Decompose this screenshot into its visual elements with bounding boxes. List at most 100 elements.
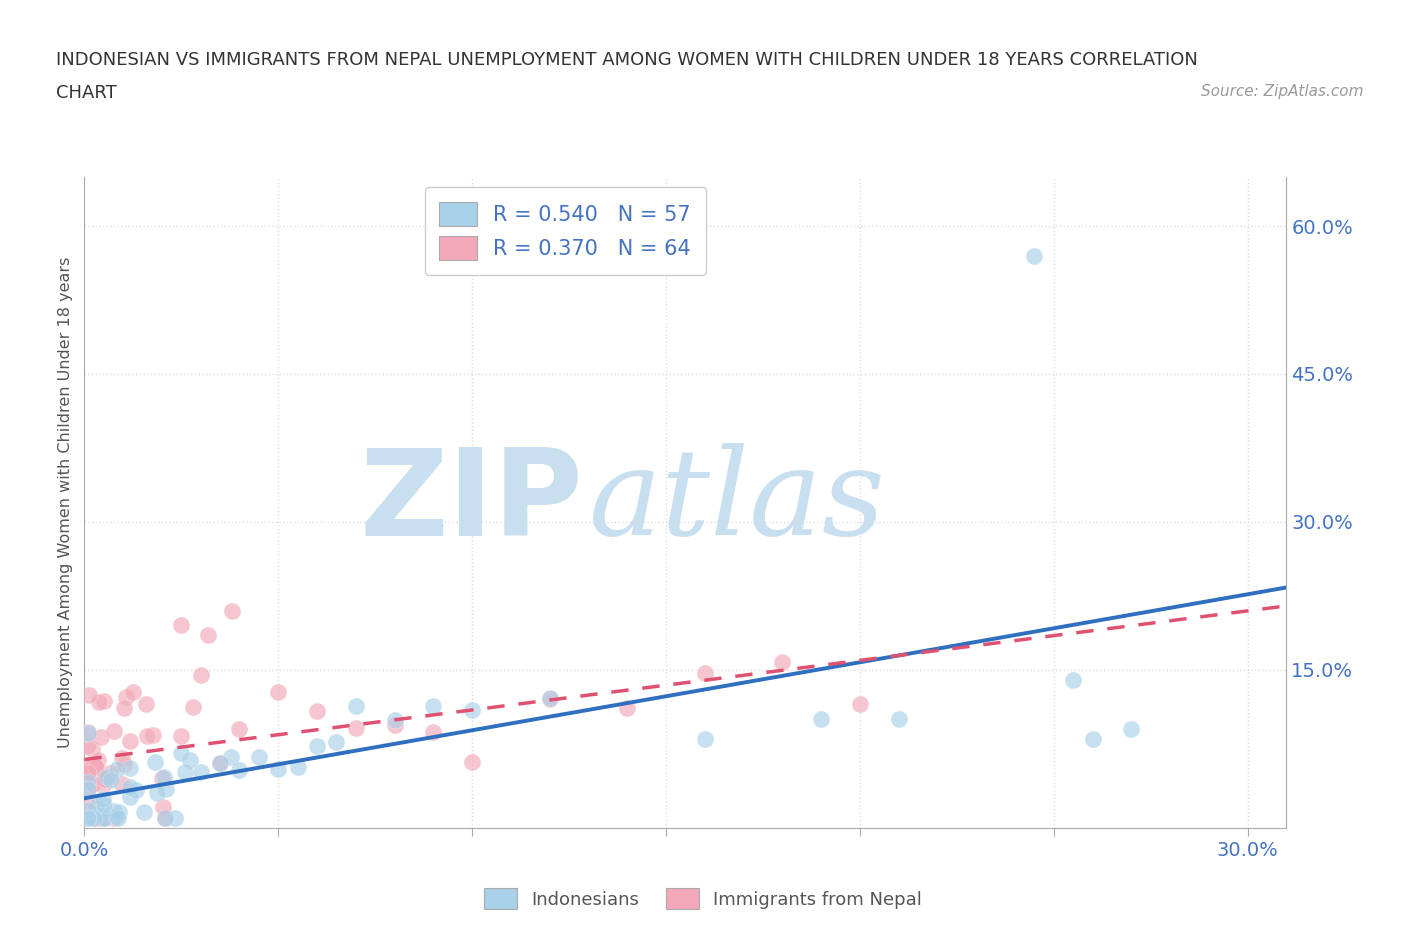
Point bbox=[344, 721, 367, 736]
Point bbox=[183, 699, 205, 714]
Point bbox=[1062, 672, 1084, 687]
Point bbox=[152, 800, 174, 815]
Point bbox=[94, 772, 117, 787]
Point bbox=[228, 763, 250, 777]
Point bbox=[79, 687, 101, 702]
Point bbox=[77, 802, 100, 817]
Point bbox=[267, 684, 290, 699]
Point bbox=[77, 782, 100, 797]
Text: CHART: CHART bbox=[56, 84, 117, 101]
Text: INDONESIAN VS IMMIGRANTS FROM NEPAL UNEMPLOYMENT AMONG WOMEN WITH CHILDREN UNDER: INDONESIAN VS IMMIGRANTS FROM NEPAL UNEM… bbox=[56, 51, 1198, 69]
Point bbox=[247, 750, 270, 764]
Point bbox=[810, 711, 832, 726]
Point bbox=[219, 750, 242, 764]
Point bbox=[77, 797, 100, 812]
Point bbox=[120, 779, 142, 794]
Point bbox=[100, 773, 122, 788]
Point bbox=[82, 810, 104, 825]
Point bbox=[125, 783, 148, 798]
Point bbox=[90, 810, 112, 825]
Point bbox=[163, 810, 186, 825]
Point bbox=[228, 721, 250, 736]
Point bbox=[105, 809, 128, 824]
Point bbox=[197, 628, 219, 643]
Point bbox=[221, 604, 243, 618]
Point bbox=[1024, 248, 1046, 263]
Text: ZIP: ZIP bbox=[360, 444, 583, 561]
Point bbox=[190, 668, 212, 683]
Point bbox=[849, 697, 872, 711]
Point bbox=[118, 790, 141, 804]
Point bbox=[1081, 732, 1104, 747]
Point bbox=[344, 698, 367, 713]
Point bbox=[108, 805, 131, 820]
Point bbox=[384, 712, 406, 727]
Point bbox=[93, 694, 115, 709]
Point bbox=[82, 777, 104, 791]
Point bbox=[170, 618, 193, 633]
Point bbox=[422, 698, 444, 713]
Point bbox=[461, 703, 484, 718]
Point bbox=[384, 718, 406, 733]
Point bbox=[90, 729, 112, 744]
Point bbox=[77, 775, 100, 790]
Point bbox=[77, 762, 100, 777]
Point bbox=[103, 804, 125, 818]
Point bbox=[87, 695, 110, 710]
Point bbox=[77, 810, 100, 825]
Point bbox=[170, 729, 193, 744]
Point bbox=[96, 770, 118, 785]
Point bbox=[79, 758, 101, 773]
Point bbox=[155, 781, 177, 796]
Point bbox=[179, 753, 201, 768]
Point bbox=[142, 728, 165, 743]
Point bbox=[305, 738, 328, 753]
Point bbox=[89, 810, 111, 825]
Point bbox=[538, 692, 561, 707]
Point bbox=[145, 755, 167, 770]
Point bbox=[1121, 722, 1143, 737]
Point bbox=[120, 734, 142, 749]
Point bbox=[103, 724, 125, 738]
Point bbox=[111, 751, 134, 765]
Point bbox=[693, 666, 716, 681]
Point bbox=[82, 810, 104, 825]
Point bbox=[616, 701, 638, 716]
Point bbox=[84, 802, 107, 817]
Point bbox=[267, 762, 290, 777]
Point bbox=[122, 684, 145, 699]
Point bbox=[103, 810, 125, 825]
Point bbox=[538, 690, 561, 705]
Point bbox=[89, 804, 111, 819]
Point bbox=[190, 764, 212, 779]
Point bbox=[325, 734, 347, 749]
Point bbox=[150, 770, 173, 785]
Point bbox=[87, 752, 110, 767]
Legend: R = 0.540   N = 57, R = 0.370   N = 64: R = 0.540 N = 57, R = 0.370 N = 64 bbox=[425, 187, 706, 275]
Point bbox=[79, 810, 101, 825]
Point bbox=[77, 765, 100, 780]
Point bbox=[114, 689, 136, 704]
Point bbox=[170, 745, 193, 760]
Point bbox=[107, 810, 129, 825]
Point bbox=[112, 757, 135, 772]
Point bbox=[83, 810, 105, 825]
Point bbox=[120, 761, 142, 776]
Point bbox=[105, 762, 128, 777]
Point bbox=[84, 757, 107, 772]
Point bbox=[111, 777, 134, 791]
Text: atlas: atlas bbox=[589, 444, 886, 561]
Point bbox=[82, 808, 104, 823]
Point bbox=[146, 786, 169, 801]
Point bbox=[135, 697, 157, 711]
Point bbox=[77, 724, 100, 739]
Point bbox=[94, 810, 117, 825]
Point bbox=[84, 760, 107, 775]
Point bbox=[91, 791, 114, 806]
Point bbox=[287, 759, 309, 774]
Point bbox=[155, 810, 177, 825]
Point bbox=[155, 810, 177, 825]
Point bbox=[112, 700, 135, 715]
Point bbox=[461, 754, 484, 769]
Point bbox=[83, 810, 105, 825]
